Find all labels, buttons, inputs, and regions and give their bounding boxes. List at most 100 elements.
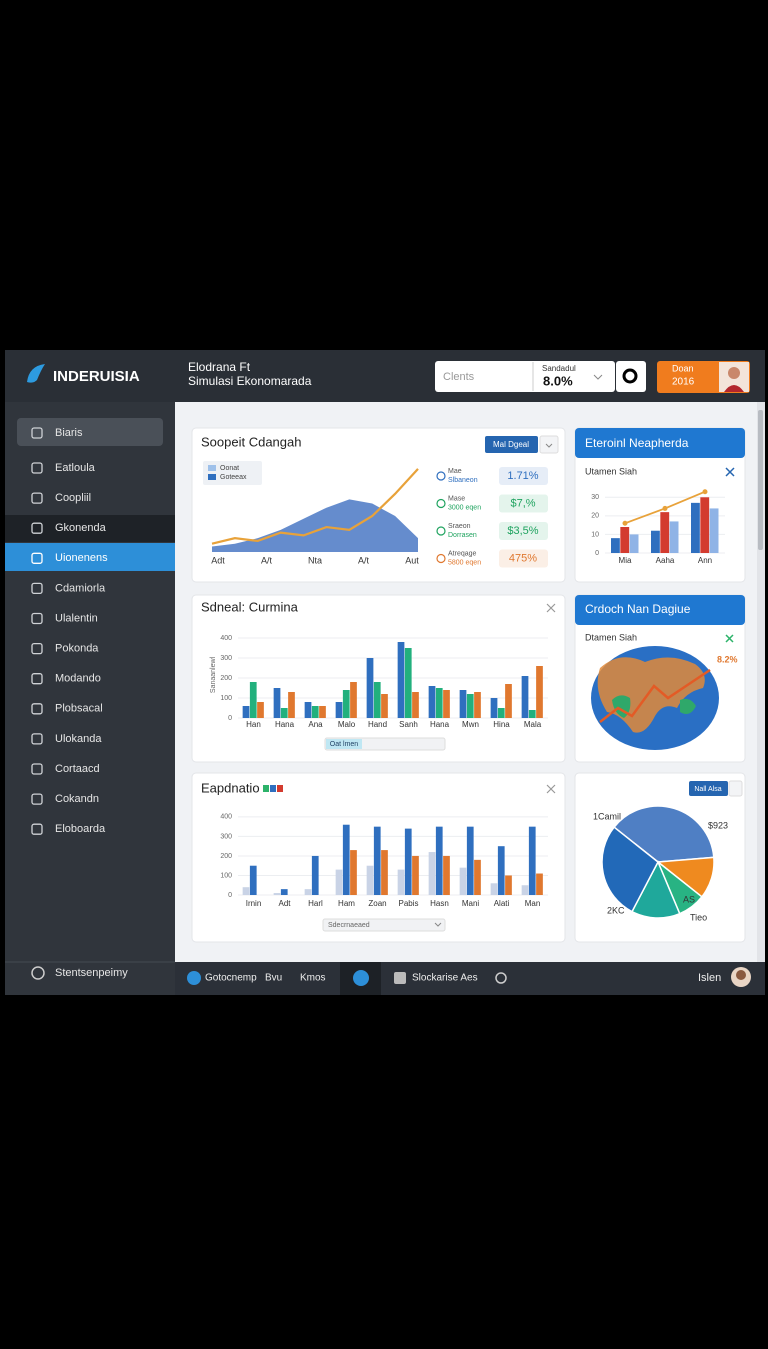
menu-item[interactable]: Cdamiorla xyxy=(55,582,106,594)
bar xyxy=(474,859,481,895)
bar xyxy=(373,826,381,895)
y-tick-label: 300 xyxy=(220,655,232,662)
sidebar-active xyxy=(5,543,175,571)
menu-item[interactable]: Eloboarda xyxy=(55,823,106,835)
metric-icon xyxy=(436,498,446,509)
close-icon[interactable] xyxy=(546,603,556,613)
badge-line2: 2016 xyxy=(672,377,695,388)
bottom-item[interactable]: Slockarise Aes xyxy=(412,973,478,984)
user-name[interactable]: Islen xyxy=(698,972,721,984)
x-tick-label: Alati xyxy=(494,899,510,908)
dropdown[interactable] xyxy=(322,918,446,932)
close-icon[interactable] xyxy=(725,634,734,643)
bar xyxy=(505,684,512,718)
bar xyxy=(242,887,250,895)
bar xyxy=(611,538,620,553)
panel-header xyxy=(575,595,745,625)
bar xyxy=(490,883,498,895)
bar xyxy=(459,867,467,895)
bottom-item[interactable]: Bvu xyxy=(265,973,282,984)
bottom-item[interactable]: Gotocnemp xyxy=(205,973,257,984)
x-tick-label: Aaha xyxy=(656,556,675,565)
sidebar-footer[interactable]: Stentsenpeimy xyxy=(55,967,128,979)
icon-button[interactable] xyxy=(616,361,646,392)
y-tick-label: 0 xyxy=(595,550,599,557)
y-tick-label: 0 xyxy=(228,892,232,899)
bar xyxy=(691,502,700,553)
legend-box xyxy=(203,461,262,485)
menu-icon xyxy=(31,823,43,835)
bar xyxy=(497,708,505,718)
bar xyxy=(536,873,543,895)
menu-icon xyxy=(31,733,43,745)
bar xyxy=(404,648,412,718)
bar xyxy=(521,885,529,895)
sidebar-home-highlight xyxy=(17,418,163,446)
scrollbar-thumb[interactable] xyxy=(758,410,763,550)
bar xyxy=(335,702,343,718)
bar xyxy=(700,497,710,553)
bar xyxy=(474,692,481,718)
bar xyxy=(660,512,670,553)
icon[interactable] xyxy=(353,970,369,986)
button[interactable] xyxy=(485,436,538,453)
search-box[interactable] xyxy=(435,361,615,392)
metric-box xyxy=(499,494,548,513)
bar xyxy=(288,692,295,718)
y-tick-label: 100 xyxy=(220,695,232,702)
metric-label: Sraeon xyxy=(448,523,471,530)
x-tick-label: Adt xyxy=(278,899,291,908)
bar xyxy=(412,692,419,718)
menu-item[interactable]: Cortaacd xyxy=(55,763,100,775)
y-axis-label: Sanaanlewl xyxy=(210,656,217,693)
menu-item[interactable]: Cokandn xyxy=(55,793,99,805)
menu-item[interactable]: Ulalentin xyxy=(55,612,98,624)
menu-item[interactable]: Biaris xyxy=(55,427,83,439)
bar xyxy=(651,530,660,553)
close-icon[interactable] xyxy=(725,467,735,477)
avatar-face xyxy=(728,367,740,379)
menu-item[interactable]: Gkonenda xyxy=(55,522,107,534)
menu-item[interactable]: Eatloula xyxy=(55,462,96,474)
chevron xyxy=(434,922,442,927)
menu-icon xyxy=(31,642,43,655)
dropdown-toggle[interactable] xyxy=(728,780,743,797)
bar xyxy=(350,682,357,718)
x-tick-label: Pabis xyxy=(398,899,418,908)
icon[interactable] xyxy=(495,972,507,984)
menu-item[interactable]: Modando xyxy=(55,673,101,685)
x-tick-label: Sanh xyxy=(399,720,418,729)
dropdown-toggle[interactable] xyxy=(539,435,559,454)
value-label: 8.2% xyxy=(717,654,738,664)
x-tick-label: Zoan xyxy=(368,899,386,908)
x-tick-label: Aut xyxy=(405,555,419,565)
button[interactable] xyxy=(689,781,728,796)
metric-value: $3,5% xyxy=(507,525,538,537)
bar xyxy=(249,682,257,718)
close-icon[interactable] xyxy=(546,784,556,794)
menu-item[interactable]: Ulokanda xyxy=(55,733,102,745)
menu-item[interactable]: Plobsacal xyxy=(55,703,103,715)
x-tick-label: A/t xyxy=(261,555,273,565)
bottom-item[interactable]: Kmos xyxy=(300,973,326,984)
menu-icon xyxy=(31,673,43,685)
menu-item[interactable]: Pokonda xyxy=(55,643,99,655)
bar xyxy=(397,869,405,895)
bar xyxy=(497,846,505,895)
menu-icon xyxy=(31,582,43,595)
avatar-face xyxy=(736,970,746,980)
logo xyxy=(27,364,45,383)
icon xyxy=(270,785,276,792)
menu-item[interactable]: Coopliil xyxy=(55,492,91,504)
metric-label: 5800 eqen xyxy=(448,559,481,566)
bar xyxy=(505,875,512,895)
x-tick-label: Harl xyxy=(308,899,323,908)
bar xyxy=(443,690,450,718)
menu-item[interactable]: Uionenens xyxy=(55,552,108,564)
bar xyxy=(428,852,436,895)
x-tick-label: Han xyxy=(246,720,261,729)
bar xyxy=(319,706,326,718)
icon xyxy=(187,971,201,985)
scrollbar[interactable] xyxy=(757,402,765,962)
bar xyxy=(335,869,343,895)
